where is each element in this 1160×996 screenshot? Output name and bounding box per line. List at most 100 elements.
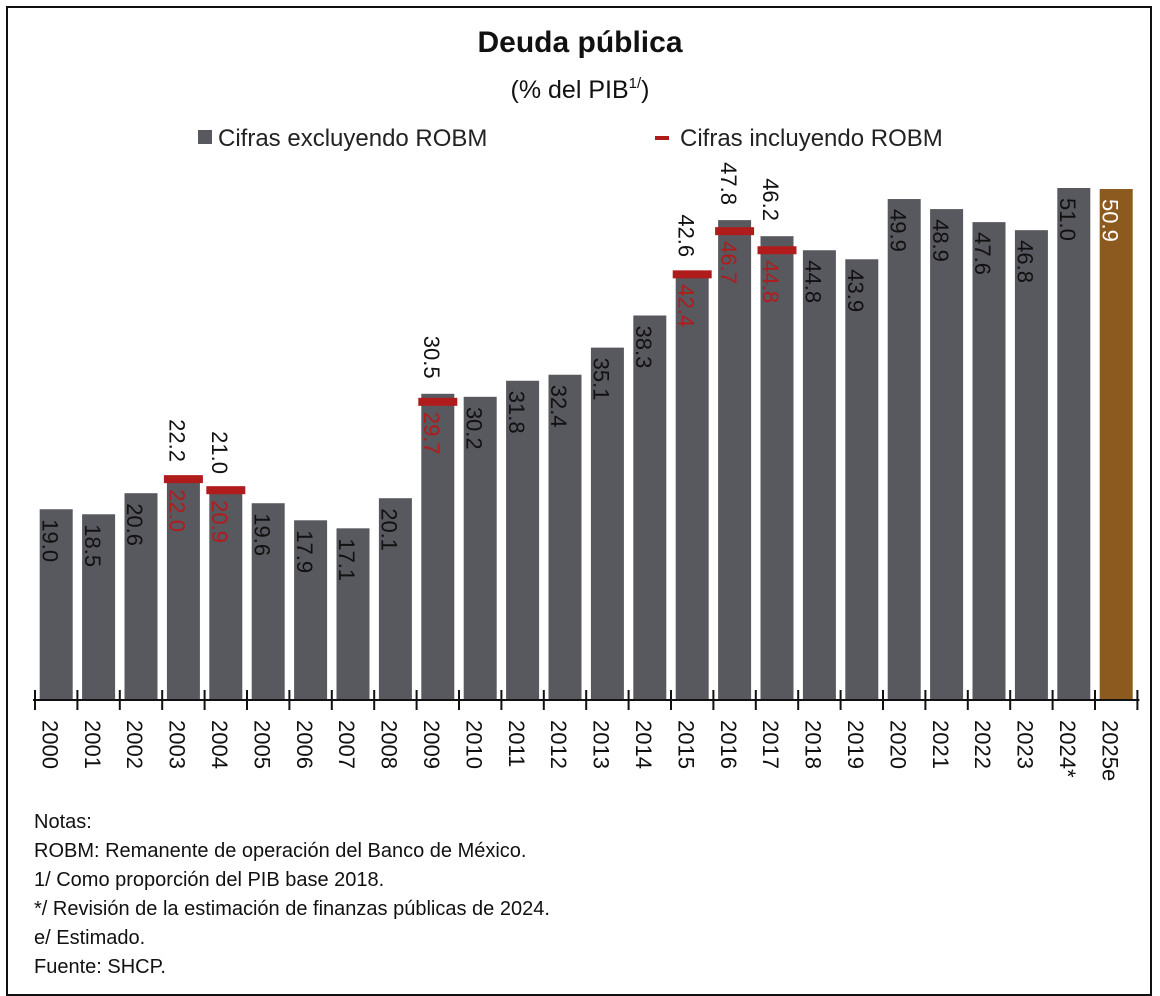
bar-2014 bbox=[633, 315, 667, 700]
tick-label-2011: 2011 bbox=[504, 720, 529, 767]
value-label-2005: 19.6 bbox=[249, 513, 274, 556]
value-label-2012: 32.4 bbox=[546, 385, 571, 428]
bar-2009 bbox=[421, 393, 455, 700]
legend-label-excluyendo: Cifras excluyendo ROBM bbox=[218, 125, 487, 152]
value-label-2010: 30.2 bbox=[461, 407, 486, 450]
value-label-2019: 43.9 bbox=[843, 269, 868, 312]
tick-label-2009: 2009 bbox=[419, 720, 444, 769]
tick-label-2004: 2004 bbox=[207, 720, 232, 769]
tick-label-2023: 2023 bbox=[1013, 720, 1038, 769]
value-label-2006: 17.9 bbox=[292, 530, 317, 573]
notes-block: Notas: ROBM: Remanente de operación del … bbox=[34, 808, 550, 982]
legend-swatch-incluyendo bbox=[655, 136, 669, 140]
value-label-2021: 48.9 bbox=[928, 219, 953, 262]
tick-label-2021: 2021 bbox=[928, 720, 953, 769]
bar-2007 bbox=[336, 528, 370, 700]
legend-swatch-excluyendo bbox=[198, 130, 212, 144]
subtitle-main: (% del PIB bbox=[511, 76, 629, 104]
legend: Cifras excluyendo ROBM Cifras incluyendo… bbox=[198, 125, 943, 152]
tick-label-2003: 2003 bbox=[165, 720, 190, 769]
robm-marker-2009 bbox=[418, 397, 458, 406]
bar-2015 bbox=[675, 272, 709, 700]
tick-label-2020: 2020 bbox=[885, 720, 910, 769]
bar-2023 bbox=[1014, 230, 1048, 700]
bar-2016 bbox=[718, 220, 752, 700]
tick-label-2018: 2018 bbox=[801, 720, 826, 769]
value-label-2023: 46.8 bbox=[1013, 240, 1038, 283]
tick-label-2014: 2014 bbox=[631, 720, 656, 769]
bar-2005 bbox=[251, 503, 285, 700]
bar-2019 bbox=[845, 259, 879, 700]
value-labels-layer: 19.0 18.5 20.6 22.2 22.0 21.0 20.9 19.6 17.9 17.1… bbox=[37, 162, 1122, 581]
value-label-2025e: 50.9 bbox=[1097, 199, 1122, 242]
tick-label-2015: 2015 bbox=[673, 720, 698, 769]
note-pib: 1/ Como proporción del PIB base 2018. bbox=[34, 869, 385, 891]
value-label-2002: 20.6 bbox=[122, 503, 147, 546]
tick-label-2002: 2002 bbox=[122, 720, 147, 769]
tick-label-2013: 2013 bbox=[589, 720, 614, 769]
bar-2024 bbox=[1057, 188, 1091, 700]
value-label-2011: 31.8 bbox=[504, 391, 529, 434]
value-label-2014: 38.3 bbox=[631, 325, 656, 368]
robm-label-2009: 29.7 bbox=[419, 412, 444, 455]
bar-2000 bbox=[39, 509, 73, 700]
tick-label-2016: 2016 bbox=[716, 720, 741, 769]
value-label-2007: 17.1 bbox=[334, 538, 359, 581]
tick-label-2001: 2001 bbox=[80, 720, 105, 769]
value-label-2013: 35.1 bbox=[589, 358, 614, 401]
bar-2021 bbox=[930, 209, 964, 701]
bar-2002 bbox=[124, 493, 158, 700]
robm-marker-2003 bbox=[163, 475, 203, 484]
tick-label-2025e: 2025e bbox=[1097, 720, 1122, 781]
tick-label-2010: 2010 bbox=[461, 720, 486, 769]
bar-2013 bbox=[590, 347, 624, 700]
value-label-2009: 30.5 bbox=[419, 336, 444, 379]
tick-label-2000: 2000 bbox=[37, 720, 62, 769]
robm-marker-2004 bbox=[206, 486, 246, 495]
bar-2025e bbox=[1099, 189, 1133, 701]
value-label-2004: 21.0 bbox=[207, 431, 232, 474]
bars-layer bbox=[39, 188, 1133, 701]
notes-heading: Notas: bbox=[34, 811, 92, 833]
tick-label-2006: 2006 bbox=[292, 720, 317, 769]
bar-2010 bbox=[463, 396, 497, 700]
chart-title: Deuda pública bbox=[477, 26, 682, 59]
value-label-2016: 47.8 bbox=[716, 162, 741, 205]
bar-2006 bbox=[294, 520, 328, 700]
tick-label-2008: 2008 bbox=[377, 720, 402, 769]
note-fuente: Fuente: SHCP. bbox=[34, 956, 166, 978]
bar-2011 bbox=[506, 380, 540, 700]
robm-marker-2017 bbox=[757, 246, 797, 255]
legend-label-incluyendo: Cifras incluyendo ROBM bbox=[680, 125, 943, 152]
subtitle-close: ) bbox=[641, 76, 649, 104]
value-label-2024*: 51.0 bbox=[1055, 198, 1080, 241]
value-label-2018: 44.8 bbox=[801, 260, 826, 303]
value-label-2017: 46.2 bbox=[758, 178, 783, 221]
bar-2020 bbox=[887, 199, 921, 700]
note-robm: ROBM: Remanente de operación del Banco d… bbox=[34, 840, 527, 862]
bar-2008 bbox=[378, 498, 412, 700]
tick-label-2019: 2019 bbox=[843, 720, 868, 769]
value-label-2015: 42.6 bbox=[673, 214, 698, 257]
robm-marker-2015 bbox=[672, 270, 712, 279]
subtitle-superscript: 1/ bbox=[629, 75, 642, 92]
tick-label-2017: 2017 bbox=[758, 720, 783, 769]
chart-subtitle: (% del PIB1/) bbox=[511, 75, 650, 104]
tick-labels-layer: 2000 2001 2002 2003 2004 2005 2006 2007 2008 2009… bbox=[37, 720, 1122, 781]
value-label-2008: 20.1 bbox=[377, 508, 402, 551]
tick-label-2012: 2012 bbox=[546, 720, 571, 769]
bar-2022 bbox=[972, 222, 1006, 700]
note-2024: */ Revisión de la estimación de finanzas… bbox=[34, 898, 550, 920]
bar-2004 bbox=[209, 489, 243, 700]
robm-label-2015: 42.4 bbox=[673, 284, 698, 327]
tick-label-2007: 2007 bbox=[334, 720, 359, 769]
value-label-2022: 47.6 bbox=[970, 232, 995, 275]
tick-label-2022: 2022 bbox=[970, 720, 995, 769]
robm-label-2003: 22.0 bbox=[165, 489, 190, 532]
note-estimado: e/ Estimado. bbox=[34, 927, 146, 949]
robm-marker-2016 bbox=[715, 227, 755, 236]
bar-2017 bbox=[760, 236, 794, 700]
robm-label-2004: 20.9 bbox=[207, 500, 232, 543]
bar-2003 bbox=[166, 477, 200, 700]
